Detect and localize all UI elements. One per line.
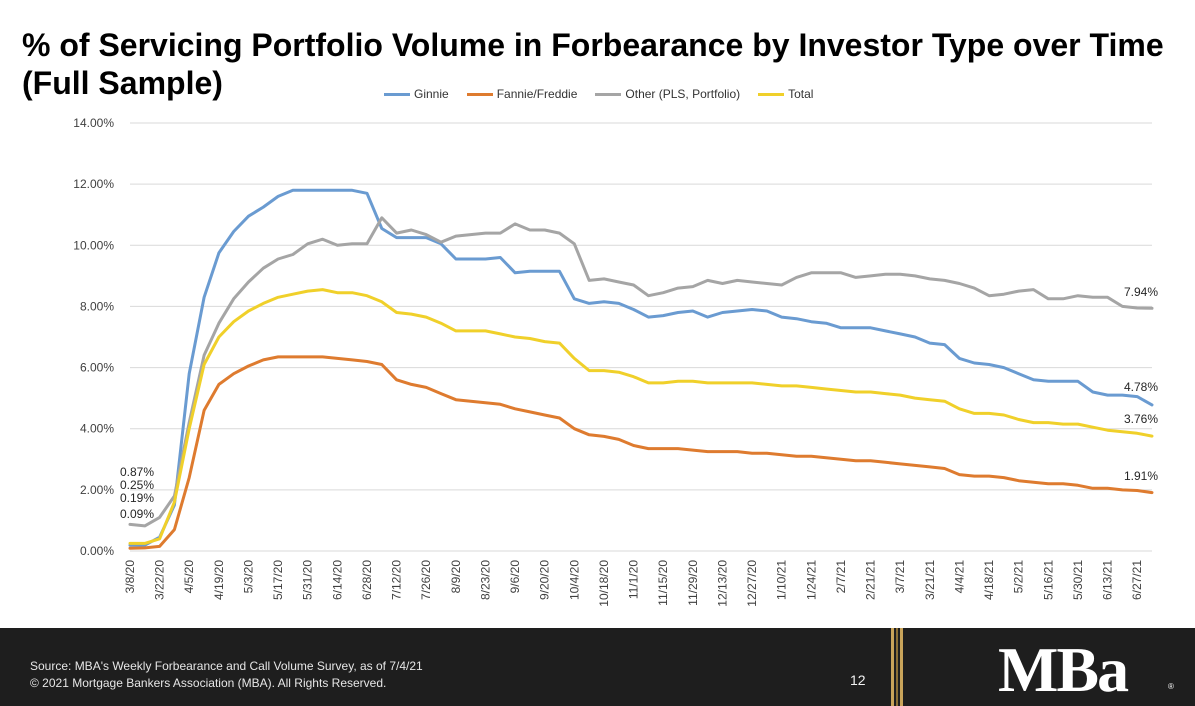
x-tick-label: 8/9/20 — [449, 560, 463, 594]
series-line-other-pls-portfolio — [128, 216, 1154, 528]
legend-item-fannie-freddie: Fannie/Freddie — [466, 87, 578, 101]
x-tick-label: 9/20/20 — [538, 560, 552, 600]
x-tick-label: 11/15/20 — [656, 560, 670, 606]
y-tick-label: 2.00% — [80, 483, 114, 497]
source-note: Source: MBA's Weekly Forbearance and Cal… — [30, 659, 423, 673]
y-tick-label: 12.00% — [73, 177, 114, 191]
gold-divider — [891, 628, 903, 706]
footer: Source: MBA's Weekly Forbearance and Cal… — [0, 628, 1195, 706]
x-tick-label: 9/6/20 — [508, 560, 522, 594]
x-tick-label: 2/7/21 — [834, 560, 848, 594]
x-tick-label: 7/26/20 — [419, 560, 433, 600]
x-tick-label: 4/4/21 — [952, 560, 966, 594]
x-tick-label: 3/22/20 — [153, 560, 167, 600]
x-tick-label: 3/21/21 — [923, 560, 937, 600]
x-tick-label: 1/10/21 — [775, 560, 789, 600]
legend-label-fannie-freddie: Fannie/Freddie — [496, 87, 578, 101]
x-tick-label: 5/16/21 — [1041, 560, 1055, 600]
chart-title: % of Servicing Portfolio Volume in Forbe… — [22, 27, 1164, 101]
end-value-label: 4.78% — [1124, 380, 1158, 394]
page-number: 12 — [850, 672, 866, 688]
x-tick-label: 11/29/20 — [686, 560, 700, 606]
x-tick-label: 6/14/20 — [330, 560, 344, 600]
registered-mark: ® — [1168, 682, 1174, 691]
legend-swatch-other — [595, 92, 622, 96]
legend-item-other: Other (PLS, Portfolio) — [595, 87, 740, 101]
legend-label-total: Total — [788, 87, 814, 101]
x-tick-label: 10/4/20 — [567, 560, 581, 600]
x-tick-label: 10/18/20 — [597, 560, 611, 607]
x-tick-label: 1/24/21 — [804, 560, 818, 600]
legend-swatch-ginnie — [384, 92, 410, 96]
legend-label-ginnie: Ginnie — [414, 87, 449, 101]
start-value-label: 0.87% — [120, 465, 154, 479]
x-tick-label: 6/27/21 — [1130, 560, 1144, 600]
end-value-label: 7.94% — [1124, 285, 1158, 299]
legend-item-ginnie: Ginnie — [384, 87, 449, 101]
x-tick-label: 6/28/20 — [360, 560, 374, 600]
end-value-label: 3.76% — [1124, 412, 1158, 426]
legend-swatch-fannie-freddie — [466, 92, 493, 96]
legend-item-total: Total — [758, 87, 813, 101]
mba-logo: MBa — [998, 634, 1129, 705]
start-value-label: 0.19% — [120, 491, 154, 505]
x-tick-label: 4/5/20 — [182, 560, 196, 594]
x-tick-label: 4/18/21 — [982, 560, 996, 600]
legend-swatch-total — [758, 92, 785, 96]
x-tick-label: 12/27/20 — [745, 560, 759, 607]
x-tick-label: 8/23/20 — [478, 560, 492, 600]
legend-label-other: Other (PLS, Portfolio) — [625, 87, 741, 101]
end-value-label: 1.91% — [1124, 469, 1158, 483]
x-tick-label: 5/31/20 — [301, 560, 315, 600]
x-tick-label: 5/17/20 — [271, 560, 285, 600]
x-tick-label: 5/3/20 — [241, 560, 255, 594]
footer-source: Source: MBA's Weekly Forbearance and Cal… — [30, 658, 423, 692]
chart-legend: Ginnie Fannie/Freddie Other (PLS, Portfo… — [384, 87, 813, 101]
x-tick-label: 4/19/20 — [212, 560, 226, 600]
copyright-note: © 2021 Mortgage Bankers Association (MBA… — [30, 676, 387, 690]
y-tick-label: 8.00% — [80, 299, 114, 313]
x-tick-label: 6/13/21 — [1101, 560, 1115, 600]
x-tick-label: 5/2/21 — [1012, 560, 1026, 594]
x-tick-label: 3/8/20 — [123, 560, 137, 594]
x-tick-label: 3/7/21 — [893, 560, 907, 594]
x-tick-label: 7/12/20 — [390, 560, 404, 600]
x-tick-label: 11/1/20 — [627, 560, 641, 599]
y-tick-label: 14.00% — [73, 116, 114, 130]
series-line-total — [128, 288, 1154, 545]
y-tick-label: 10.00% — [73, 238, 114, 252]
series-line-ginnie — [128, 188, 1154, 547]
start-value-label: 0.25% — [120, 478, 154, 492]
y-tick-label: 4.00% — [80, 422, 114, 436]
y-tick-label: 0.00% — [80, 544, 114, 558]
start-value-label: 0.09% — [120, 507, 154, 521]
x-tick-label: 12/13/20 — [715, 560, 729, 607]
x-tick-label: 5/30/21 — [1071, 560, 1085, 600]
series-line-fannie-freddie — [128, 355, 1154, 550]
x-tick-label: 2/21/21 — [864, 560, 878, 600]
y-tick-label: 6.00% — [80, 361, 114, 375]
line-chart: 0.00% 2.00% 4.00% 6.00% 8.00% 10.00% 12.00% 14.… — [73, 116, 1158, 607]
